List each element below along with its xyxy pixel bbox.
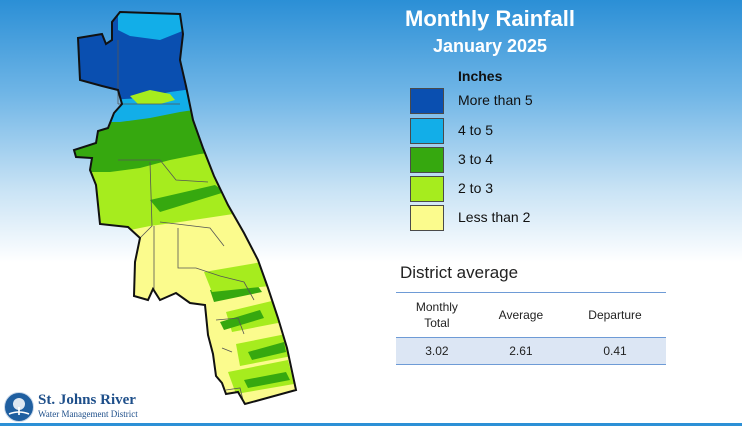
legend-swatch bbox=[410, 88, 444, 114]
map-title: Monthly Rainfall bbox=[405, 6, 575, 31]
table-row: 3.02 2.61 0.41 bbox=[396, 337, 666, 365]
column-header-departure: Departure bbox=[563, 292, 666, 338]
column-header-monthly-total: Monthly Total bbox=[396, 292, 478, 338]
tree-logo-icon bbox=[4, 392, 34, 422]
logo-name: St. Johns River bbox=[38, 392, 136, 408]
rain-zone-2-to-3 bbox=[130, 90, 175, 104]
legend-label: 2 to 3 bbox=[458, 180, 494, 196]
rain-zone-3-to-4 bbox=[220, 310, 264, 330]
legend-title: Inches bbox=[458, 68, 503, 84]
rain-zone-3-to-4 bbox=[248, 342, 286, 360]
legend-label: 4 to 5 bbox=[458, 122, 494, 138]
legend-swatch bbox=[410, 176, 444, 202]
district-boundary bbox=[72, 10, 298, 406]
legend-label: 3 to 4 bbox=[458, 151, 494, 167]
legend-swatch bbox=[410, 118, 444, 144]
legend-swatch bbox=[410, 205, 444, 231]
legend-swatch bbox=[410, 147, 444, 173]
legend-label: Less than 2 bbox=[458, 209, 531, 225]
column-header-average: Average bbox=[477, 292, 564, 338]
rain-zone-3-to-4 bbox=[244, 372, 290, 388]
map-subtitle: January 2025 bbox=[432, 36, 548, 56]
legend-label: More than 5 bbox=[458, 92, 533, 108]
legend-item: 2 to 3 bbox=[410, 176, 610, 202]
average-value: 2.61 bbox=[477, 337, 564, 365]
district-average-heading: District average bbox=[400, 263, 519, 282]
rain-zone-4-to-5 bbox=[118, 12, 190, 40]
legend-item: More than 5 bbox=[410, 88, 610, 114]
sjrwmd-logo: St. Johns River Water Management Distric… bbox=[4, 392, 204, 422]
rain-zone-2-to-3 bbox=[204, 262, 270, 292]
legend-item: 3 to 4 bbox=[410, 147, 610, 173]
legend-item: Less than 2 bbox=[410, 205, 610, 231]
rainfall-map bbox=[72, 10, 298, 406]
district-average-table: Monthly Total Average Departure 3.02 2.6… bbox=[396, 292, 666, 365]
rain-zone-3-to-4 bbox=[150, 185, 225, 212]
logo-subtitle: Water Management District bbox=[38, 409, 138, 419]
departure-value: 0.41 bbox=[563, 337, 666, 365]
monthly-total-value: 3.02 bbox=[396, 337, 478, 365]
legend-item: 4 to 5 bbox=[410, 118, 610, 144]
